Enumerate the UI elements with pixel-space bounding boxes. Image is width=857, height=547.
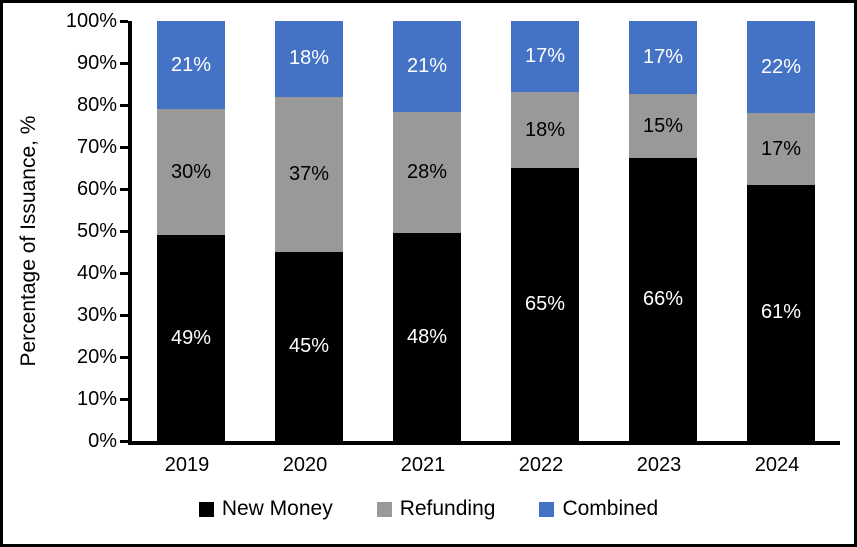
y-tick-mark	[120, 313, 128, 317]
data-label: 18%	[288, 47, 330, 70]
y-tick-mark	[120, 355, 128, 359]
bar-segment-new-money: 48%	[393, 233, 461, 441]
bar-2023: 66% 15% 17%	[629, 21, 697, 441]
y-tick-label: 20%	[76, 346, 117, 368]
legend-item-new-money: New Money	[198, 497, 333, 521]
x-tick-label: 2021	[400, 454, 446, 476]
bar-segment-new-money: 45%	[275, 252, 343, 441]
data-label: 65%	[524, 293, 566, 315]
y-tick-mark	[120, 19, 128, 23]
x-tick-label: 2020	[282, 454, 328, 476]
legend-item-combined: Combined	[539, 497, 658, 521]
y-tick-label: 0%	[88, 430, 117, 452]
data-label: 21%	[406, 54, 448, 77]
bar-segment-new-money: 66%	[629, 158, 697, 441]
bar-segment-combined: 17%	[629, 21, 697, 94]
y-tick-mark	[120, 229, 128, 233]
bar-segment-combined: 18%	[275, 21, 343, 97]
data-label: 21%	[170, 53, 212, 76]
data-label: 49%	[170, 326, 212, 349]
data-label: 28%	[406, 161, 448, 184]
bar-segment-refunding: 37%	[275, 96, 343, 252]
y-tick-mark	[120, 187, 128, 191]
bar-2020: 45% 37% 18%	[275, 21, 343, 441]
legend-item-refunding: Refunding	[376, 497, 496, 521]
bar-2024: 61% 17% 22%	[747, 21, 815, 441]
y-tick-label: 30%	[76, 304, 117, 326]
bars-container: 49% 30% 21% 45% 37% 18% 48% 28% 21% 65% 18% 17% 66% 1…	[132, 21, 840, 441]
data-label: 17%	[642, 45, 684, 68]
data-label: 66%	[642, 288, 684, 311]
data-label: 15%	[642, 114, 684, 137]
data-label: 17%	[524, 45, 566, 68]
y-tick-label: 70%	[76, 136, 117, 158]
y-tick-label: 10%	[76, 388, 117, 410]
y-tick-label: 80%	[76, 94, 117, 116]
bar-segment-refunding: 15%	[629, 93, 697, 159]
y-tick-mark	[120, 103, 128, 107]
y-tick-label: 90%	[76, 52, 117, 74]
bar-segment-combined: 17%	[511, 21, 579, 93]
legend-label: New Money	[221, 497, 333, 520]
bar-segment-refunding: 28%	[393, 111, 461, 234]
y-tick-label: 60%	[76, 178, 117, 200]
x-axis-labels: 2019 2020 2021 2022 2023 2024	[128, 454, 836, 477]
bar-segment-combined: 22%	[747, 21, 815, 114]
bar-segment-new-money: 61%	[747, 184, 815, 441]
legend-label: Combined	[562, 497, 659, 520]
legend-label: Refunding	[399, 497, 496, 520]
y-tick-label: 100%	[65, 10, 117, 32]
y-tick-mark	[120, 61, 128, 65]
y-tick-mark	[120, 397, 128, 401]
x-tick-label: 2022	[518, 454, 564, 476]
y-tick-label: 50%	[76, 220, 117, 242]
bar-segment-combined: 21%	[157, 21, 225, 110]
bar-segment-refunding: 18%	[511, 92, 579, 168]
bar-segment-refunding: 30%	[157, 109, 225, 236]
data-label: 45%	[288, 335, 330, 357]
bar-segment-new-money: 65%	[511, 168, 579, 441]
legend-swatch-icon	[198, 501, 214, 517]
plot-area: 0% 10% 20% 30% 40% 50% 60% 70% 80% 90% 100% 49% 30%…	[66, 10, 840, 452]
data-label: 17%	[760, 137, 802, 160]
x-tick-label: 2023	[636, 454, 682, 476]
legend: New Money Refunding Combined	[3, 497, 854, 521]
data-label: 18%	[524, 118, 566, 141]
y-tick-mark	[120, 271, 128, 275]
y-tick-label: 40%	[76, 262, 117, 284]
x-tick-label: 2019	[164, 454, 210, 476]
data-label: 30%	[170, 160, 212, 183]
bar-2021: 48% 28% 21%	[393, 21, 461, 441]
data-label: 22%	[760, 55, 802, 78]
legend-swatch-icon	[539, 501, 555, 517]
data-label: 61%	[760, 301, 802, 324]
bar-segment-refunding: 17%	[747, 113, 815, 185]
y-tick-mark	[120, 439, 128, 443]
legend-swatch-icon	[376, 501, 392, 517]
data-label: 37%	[288, 162, 330, 185]
bar-segment-new-money: 49%	[157, 235, 225, 441]
data-label: 48%	[406, 325, 448, 348]
bar-2019: 49% 30% 21%	[157, 21, 225, 441]
y-tick-mark	[120, 145, 128, 149]
bar-2022: 65% 18% 17%	[511, 21, 579, 441]
x-tick-label: 2024	[754, 454, 800, 476]
bar-segment-combined: 21%	[393, 21, 461, 112]
